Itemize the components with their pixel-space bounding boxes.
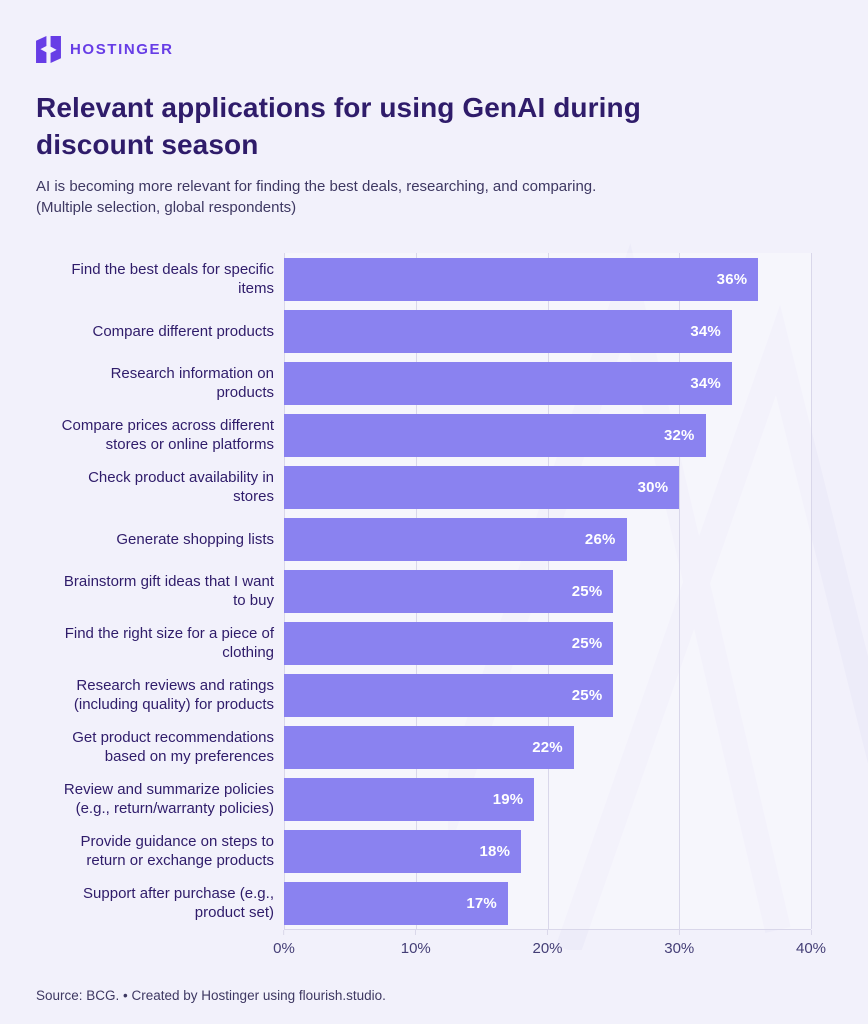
bar-track: 25%	[284, 569, 811, 613]
bar: 25%	[284, 621, 614, 665]
axis-tick-label: 40%	[795, 940, 827, 957]
bar-value-label: 22%	[532, 738, 563, 756]
axis-tick: 10%	[401, 930, 431, 957]
bar-track: 34%	[284, 361, 811, 405]
bar: 34%	[284, 309, 732, 353]
axis-tick-mark	[547, 930, 548, 935]
chart-row: Get product recommendations based on my …	[36, 721, 832, 773]
chart-row: Find the right size for a piece of cloth…	[36, 617, 832, 669]
bar-value-label: 32%	[663, 426, 695, 444]
axis-tick-mark	[415, 930, 417, 935]
axis-tick-label: 0%	[273, 940, 295, 957]
chart-row: Generate shopping lists 26%	[36, 513, 832, 565]
chart-row: Check product availability in stores 30%	[36, 461, 832, 513]
bar-track: 26%	[284, 517, 811, 561]
category-label: Compare prices across different stores o…	[61, 417, 274, 453]
chart-row: Compare prices across different stores o…	[36, 409, 832, 461]
category-label: Find the best deals for specific items	[71, 261, 274, 297]
chart-row: Research reviews and ratings (including …	[36, 669, 832, 721]
chart-row: Review and summarize policies (e.g., ret…	[36, 773, 832, 825]
category-label: Review and summarize policies (e.g., ret…	[63, 781, 274, 817]
hostinger-logo-icon	[36, 35, 61, 63]
bar-value-label: 17%	[466, 894, 497, 912]
bar-value-label: 34%	[690, 322, 721, 340]
bar-value-label: 26%	[584, 530, 616, 548]
bar-value-label: 30%	[637, 478, 669, 496]
chart-row: Support after purchase (e.g., product se…	[36, 877, 832, 929]
bar: 19%	[284, 777, 535, 821]
logo-text: HOSTINGER	[70, 40, 174, 58]
chart-row: Brainstorm gift ideas that I want to buy…	[36, 565, 832, 617]
bar-track: 18%	[284, 829, 811, 873]
axis-tick: 0%	[273, 930, 295, 957]
bar-track: 19%	[284, 777, 811, 821]
bar: 30%	[284, 465, 680, 509]
bar-value-label: 36%	[716, 270, 748, 288]
gridline	[811, 253, 812, 929]
category-label: Brainstorm gift ideas that I want to buy	[63, 573, 274, 609]
page-title: Relevant applications for using GenAI du…	[36, 92, 641, 160]
category-label: Research information on products	[110, 365, 274, 401]
bar-track: 30%	[284, 465, 811, 509]
axis-tick-label: 10%	[400, 940, 431, 957]
x-axis: 0% 10% 20% 30% 40%	[273, 929, 826, 971]
chart-row: Provide guidance on steps to return or e…	[36, 825, 832, 877]
source-footer: Source: BCG. • Created by Hostinger usin…	[36, 988, 386, 1003]
category-label: Provide guidance on steps to return or e…	[80, 833, 274, 869]
bar-value-label: 18%	[479, 842, 511, 860]
axis-tick-mark	[283, 930, 285, 935]
chart-rows: Find the best deals for specific items 36…	[36, 253, 832, 929]
bar-track: 25%	[284, 621, 811, 665]
hostinger-logo: HOSTINGER	[36, 34, 832, 64]
bar-chart: Find the best deals for specific items 36…	[36, 253, 832, 971]
axis-tick: 40%	[796, 930, 826, 957]
bar: 18%	[284, 829, 522, 873]
bar: 25%	[284, 673, 614, 717]
chart-row: Research information on products 34%	[36, 357, 832, 409]
bar-track: 34%	[284, 309, 811, 353]
bar-track: 17%	[284, 881, 811, 925]
category-label: Support after purchase (e.g., product se…	[83, 885, 274, 921]
axis-tick: 30%	[664, 930, 694, 957]
bar: 34%	[284, 361, 732, 405]
page-subtitle: AI is becoming more relevant for finding…	[36, 178, 597, 216]
axis-tick-label: 20%	[532, 940, 563, 957]
header: HOSTINGER Relevant applications for usin…	[0, 0, 868, 218]
category-label: Compare different products	[92, 322, 275, 340]
chart-row: Find the best deals for specific items 36…	[36, 253, 832, 305]
axis-tick: 20%	[532, 930, 563, 957]
bar-value-label: 25%	[571, 634, 603, 652]
category-label: Get product recommendations based on my …	[72, 729, 274, 765]
gridline	[679, 253, 681, 929]
category-label: Find the right size for a piece of cloth…	[64, 625, 274, 661]
category-label: Check product availability in stores	[88, 469, 274, 505]
bar: 32%	[284, 413, 706, 457]
axis-tick-mark	[810, 930, 812, 935]
bar-track: 22%	[284, 725, 811, 769]
chart-row: Compare different products 34%	[36, 305, 832, 357]
bar-value-label: 34%	[690, 374, 721, 392]
category-label: Generate shopping lists	[116, 530, 274, 548]
bar-value-label: 19%	[492, 790, 524, 808]
bar-value-label: 25%	[571, 582, 603, 600]
bar-track: 32%	[284, 413, 811, 457]
bar: 22%	[284, 725, 574, 769]
bar-track: 25%	[284, 673, 811, 717]
bar: 36%	[284, 257, 759, 301]
category-label: Research reviews and ratings (including …	[73, 677, 274, 713]
axis-tick-label: 30%	[664, 940, 695, 957]
bar-track: 36%	[284, 257, 811, 301]
bar: 25%	[284, 569, 614, 613]
axis-tick-mark	[678, 930, 680, 935]
bar: 26%	[284, 517, 627, 561]
bar-value-label: 25%	[571, 686, 603, 704]
bar: 17%	[284, 881, 508, 925]
